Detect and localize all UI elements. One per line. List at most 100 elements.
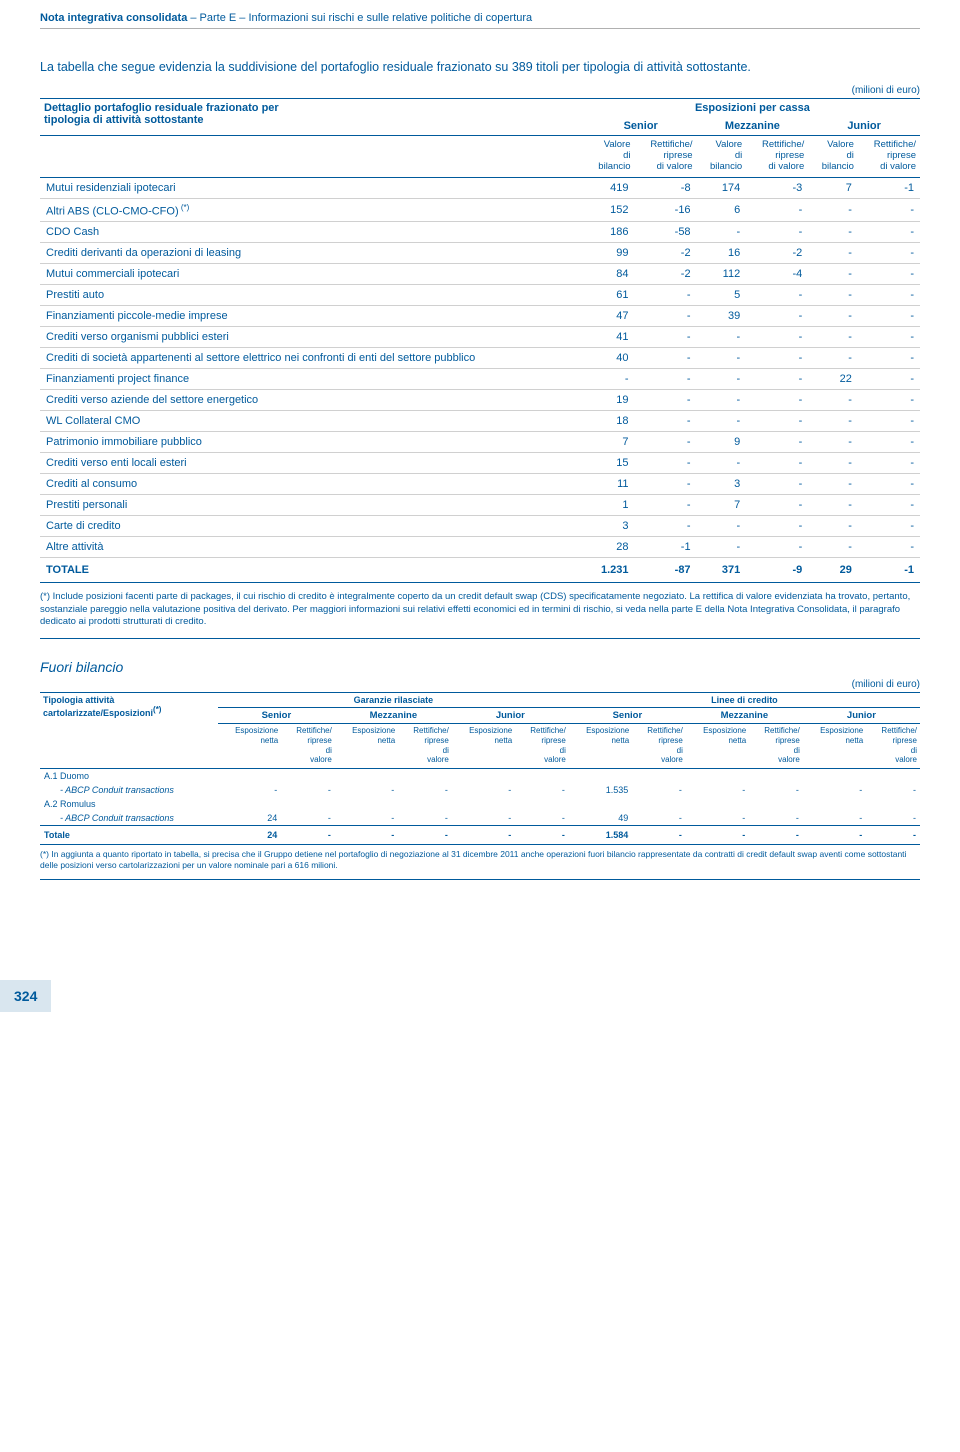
t2-col: Rettifiche/ riprese di valore (866, 724, 920, 768)
table-cell: - (398, 811, 452, 826)
table-cell: -4 (746, 264, 808, 285)
table-cell: - (335, 811, 398, 826)
table-cell: - (808, 198, 858, 222)
table-cell: - (632, 783, 686, 797)
table-row-label: - ABCP Conduit transactions (40, 811, 218, 826)
table-row-label: Crediti al consumo (40, 474, 585, 495)
table-cell: - (281, 811, 335, 826)
t1-sub: Valore di bilancio (585, 135, 635, 177)
total-cell: 24 (218, 825, 281, 844)
table-cell: - (746, 516, 808, 537)
t2-col: Esposizione netta (803, 724, 866, 768)
total-cell: - (515, 825, 569, 844)
table-cell: - (635, 516, 697, 537)
table-cell: - (697, 516, 747, 537)
total-cell: 371 (697, 558, 747, 583)
t1-title-l1: Dettaglio portafoglio residuale fraziona… (44, 102, 279, 114)
table-cell: 1.535 (569, 783, 632, 797)
table-cell: - (697, 327, 747, 348)
table-cell: - (858, 198, 920, 222)
table-cell: - (686, 783, 749, 797)
table-cell: - (635, 285, 697, 306)
total-cell: - (398, 825, 452, 844)
table-cell (335, 797, 398, 811)
table-cell: - (858, 516, 920, 537)
t2-col: Esposizione netta (335, 724, 398, 768)
table-cell: -1 (635, 537, 697, 558)
table-cell: -3 (746, 177, 808, 198)
table-cell: - (808, 348, 858, 369)
total-cell: 1.231 (585, 558, 635, 583)
table-cell: - (866, 783, 920, 797)
total-cell: -87 (635, 558, 697, 583)
table-row-label: Carte di credito (40, 516, 585, 537)
table-cell (632, 797, 686, 811)
table-cell: - (808, 453, 858, 474)
table-cell: - (218, 783, 281, 797)
table-cell: - (808, 474, 858, 495)
table-cell: - (808, 264, 858, 285)
t2-subgroup: Junior (803, 708, 920, 724)
table-cell: 174 (697, 177, 747, 198)
table-cell (452, 797, 515, 811)
table-cell: 24 (218, 811, 281, 826)
table-cell (398, 768, 452, 783)
t2-subgroup: Senior (569, 708, 686, 724)
table-cell: - (808, 306, 858, 327)
table-cell: - (808, 285, 858, 306)
table-cell: 18 (585, 411, 635, 432)
table-row-label: Crediti verso enti locali esteri (40, 453, 585, 474)
table-cell: - (858, 474, 920, 495)
table-cell: - (858, 327, 920, 348)
t1-sub: Valore di bilancio (808, 135, 858, 177)
table-cell: - (635, 348, 697, 369)
table-cell: -2 (635, 243, 697, 264)
table-row-label: Prestiti auto (40, 285, 585, 306)
table-cell: 40 (585, 348, 635, 369)
page-number: 324 (0, 980, 51, 1012)
table-cell: 47 (585, 306, 635, 327)
table-cell: - (858, 306, 920, 327)
table-row-label: A.1 Duomo (40, 768, 218, 783)
t1-sub: Rettifiche/ riprese di valore (746, 135, 808, 177)
table-cell: 41 (585, 327, 635, 348)
table-cell: 5 (697, 285, 747, 306)
table-cell: - (697, 453, 747, 474)
table-cell (569, 768, 632, 783)
table-cell: 61 (585, 285, 635, 306)
table-cell: - (746, 369, 808, 390)
table-cell (749, 768, 803, 783)
table-cell: - (808, 516, 858, 537)
footnote-1: (*) Include posizioni facenti parte di p… (40, 591, 920, 639)
total-cell: - (452, 825, 515, 844)
table-cell: -8 (635, 177, 697, 198)
table-cell: - (515, 811, 569, 826)
unit-label-2: (milioni di euro) (40, 679, 920, 690)
table-cell: - (515, 783, 569, 797)
table-row-label: A.2 Romulus (40, 797, 218, 811)
t2-col: Rettifiche/ riprese di valore (515, 724, 569, 768)
t2-col: Rettifiche/ riprese di valore (398, 724, 452, 768)
table-row-label: Finanziamenti project finance (40, 369, 585, 390)
table-cell (281, 768, 335, 783)
total-cell: - (281, 825, 335, 844)
table-cell: 6 (697, 198, 747, 222)
table-cell: - (635, 495, 697, 516)
total-cell: -1 (858, 558, 920, 583)
total-label: Totale (40, 825, 218, 844)
table-cell (335, 768, 398, 783)
off-balance-table: Tipologia attività cartolarizzate/Esposi… (40, 692, 920, 844)
table-cell: - (746, 327, 808, 348)
table-cell: - (697, 348, 747, 369)
table-cell (452, 768, 515, 783)
table-cell: - (749, 783, 803, 797)
table-cell: - (632, 811, 686, 826)
table-cell: 49 (569, 811, 632, 826)
table-cell: - (858, 390, 920, 411)
table-cell (803, 797, 866, 811)
table-cell: - (697, 390, 747, 411)
table-cell: 419 (585, 177, 635, 198)
table-cell: - (808, 327, 858, 348)
table-row-label: CDO Cash (40, 222, 585, 243)
table-cell (218, 797, 281, 811)
